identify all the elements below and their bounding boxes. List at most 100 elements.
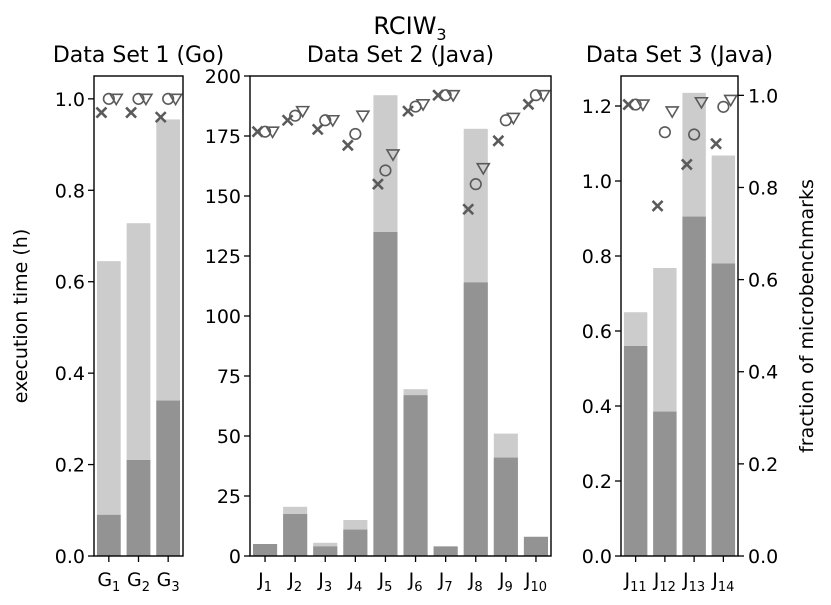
x-tick-label-main: J	[438, 569, 445, 591]
right-y-tick-label: 0.0	[748, 546, 778, 568]
bar-dark	[623, 346, 648, 556]
y-tick-label: 0.0	[55, 546, 85, 568]
x-tick-label: J3	[317, 569, 332, 595]
triangle-down-marker	[536, 89, 551, 103]
y-tick-label: 25	[217, 486, 241, 508]
y-tick-label: 200	[205, 66, 241, 88]
cross-marker	[95, 106, 108, 119]
circle-marker	[658, 126, 671, 139]
x-tick-label-main: J	[524, 569, 531, 591]
x-tick-label-subscript: 10	[530, 580, 547, 595]
x-tick-label: J1	[257, 569, 272, 595]
y-tick-label: 0.6	[582, 321, 612, 343]
bar-dark	[433, 546, 458, 556]
triangle-down-marker	[445, 89, 461, 103]
figure-title-subscript: 3	[436, 25, 446, 44]
cross-marker	[462, 203, 475, 216]
triangle-down-marker	[694, 96, 709, 110]
cross-marker-stroke	[372, 178, 384, 191]
x-tick-label: J14	[711, 569, 734, 595]
triangle-down-marker	[355, 110, 371, 123]
cross-marker-stroke	[125, 106, 138, 119]
x-tick-label-subscript: 5	[384, 580, 392, 595]
y-tick-label: 0.0	[582, 546, 612, 568]
panel-data-set-3: Data Set 3 (Java) 0.0 0.2 0.4 0.6 0.8 1.0 1.2 0.…	[582, 43, 778, 595]
triangle-down-marker	[505, 112, 521, 126]
panel-title: Data Set 2 (Java)	[307, 43, 494, 68]
cross-marker	[402, 105, 414, 118]
cross-marker	[281, 114, 294, 127]
x-tick-label-main: G	[127, 569, 142, 591]
bar-dark	[493, 457, 518, 556]
panel-data-set-2: Data Set 2 (Java)0255075100125150175200J…	[205, 43, 552, 595]
cross-marker	[522, 98, 535, 111]
right-axis-label: fraction of microbenchmarks	[796, 179, 818, 453]
x-tick-label-subscript: 13	[689, 580, 706, 595]
x-tick-label-subscript: 1	[264, 580, 272, 595]
bar-dark	[156, 400, 181, 556]
x-tick-label-main: J	[624, 569, 631, 591]
x-tick-label: J9	[498, 569, 513, 595]
triangle-down-marker	[265, 126, 280, 139]
right-y-tick-label: 0.2	[748, 454, 778, 476]
panel-data-set-1: Data Set 1 (Go)0.00.20.40.60.81.0G1 G2 G3	[53, 43, 224, 595]
y-tick-label: 1.0	[582, 171, 612, 193]
bar-dark	[403, 395, 428, 556]
cross-marker-stroke	[311, 123, 324, 136]
x-tick-label-subscript: 7	[444, 580, 452, 595]
x-tick-label-main: J	[317, 569, 324, 591]
x-tick-label-main: J	[468, 569, 475, 591]
axes-frame	[620, 75, 739, 557]
bar-dark	[463, 282, 488, 556]
y-tick-label: 75	[217, 366, 241, 388]
triangle-down-marker	[475, 162, 491, 176]
cross-marker-stroke	[492, 134, 505, 147]
y-tick-label: 175	[205, 126, 241, 148]
cross-marker-stroke	[281, 114, 294, 127]
x-tick-label-main: J	[287, 569, 294, 591]
y-tick-label: 0.8	[582, 246, 612, 268]
bar-dark	[682, 216, 706, 556]
cross-marker-stroke	[154, 111, 167, 124]
right-y-tick-label: 0.6	[748, 270, 778, 292]
bar-dark	[253, 544, 278, 556]
right-y-tick-label: 0.8	[748, 177, 778, 199]
triangle-down-marker	[325, 114, 341, 128]
cross-marker-stroke	[651, 199, 664, 212]
x-tick-label-main: J	[498, 569, 505, 591]
bar-dark	[653, 411, 677, 556]
x-tick-label-main: J	[378, 569, 385, 591]
cross-marker	[710, 137, 722, 150]
cross-marker	[680, 158, 693, 171]
triangle-down-marker	[664, 106, 680, 119]
x-tick-label: J4	[347, 569, 362, 595]
circle-marker	[439, 89, 452, 102]
cross-marker	[125, 106, 138, 119]
x-tick-label-main: J	[257, 569, 264, 591]
x-tick-label-subscript: 2	[294, 580, 302, 595]
bar-dark	[126, 460, 151, 556]
x-tick-label-subscript: 11	[630, 580, 647, 595]
x-tick-label-main: J	[653, 569, 660, 591]
cross-marker	[311, 123, 324, 136]
cross-marker	[372, 178, 384, 191]
y-tick-label: 0.8	[55, 180, 85, 202]
x-tick-label-subscript: 9	[505, 580, 513, 595]
cross-marker-stroke	[402, 105, 414, 118]
x-tick-label: J8	[468, 569, 483, 595]
y-tick-label: 125	[205, 246, 241, 268]
circle-marker	[319, 114, 332, 127]
circle-marker	[379, 164, 392, 177]
right-y-tick-label: 0.4	[748, 362, 778, 384]
cross-marker-stroke	[710, 137, 722, 150]
x-tick-label-main: J	[711, 569, 718, 591]
triangle-down-marker	[168, 93, 183, 107]
y-tick-label: 100	[205, 306, 241, 328]
x-tick-label: G3	[157, 569, 180, 595]
x-tick-label-subscript: 14	[718, 580, 735, 595]
panel-title: Data Set 1 (Go)	[53, 43, 224, 68]
circle-marker	[132, 92, 145, 105]
circle-marker	[469, 178, 482, 191]
x-tick-label: G1	[97, 569, 120, 595]
